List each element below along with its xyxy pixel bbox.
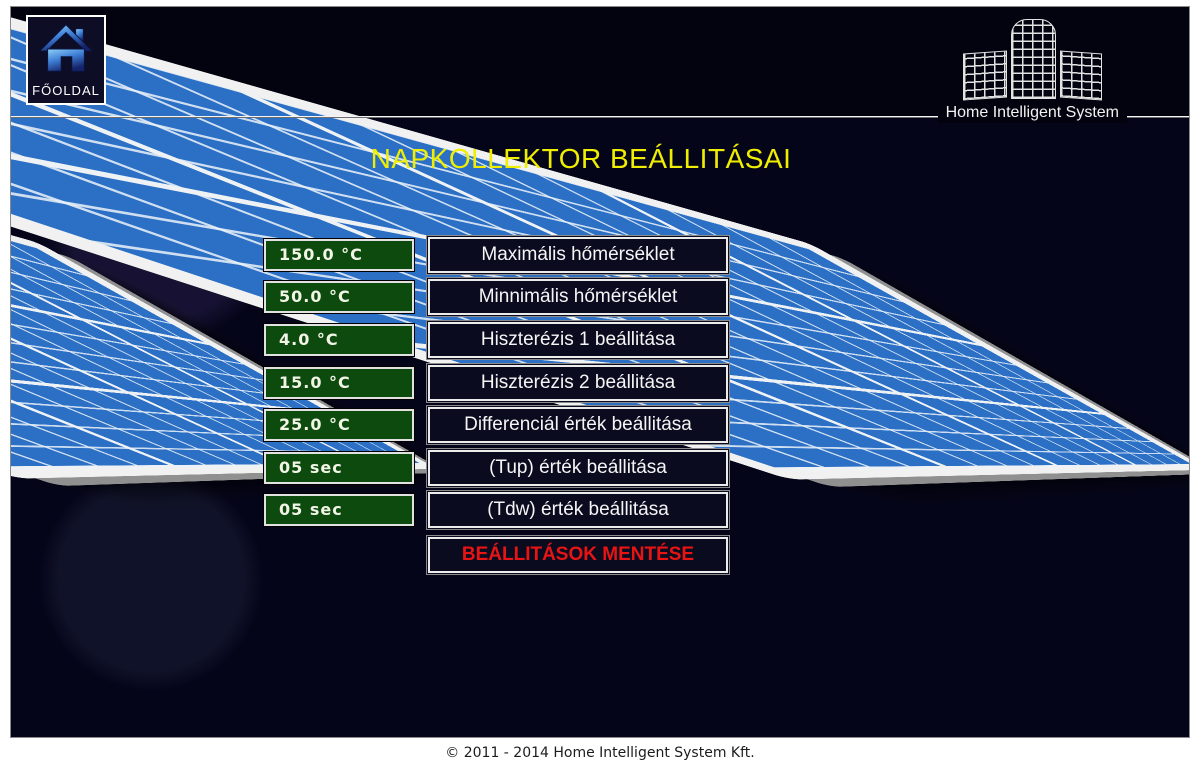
differential-value-field[interactable]: 25.0 °C — [264, 409, 414, 441]
tup-setting-button[interactable]: (Tup) érték beállitása — [428, 450, 728, 486]
hysteresis-1-value-field[interactable]: 4.0 °C — [264, 324, 414, 356]
hysteresis-2-setting-button[interactable]: Hiszterézis 2 beállitása — [428, 365, 728, 401]
tdw-value-field[interactable]: 05 sec — [264, 494, 414, 526]
brand-name: Home Intelligent System — [937, 103, 1127, 123]
max-temperature-setting-button[interactable]: Maximális hőmérséklet — [428, 237, 728, 273]
tup-value-field[interactable]: 05 sec — [264, 452, 414, 484]
setting-row: 05 sec (Tdw) érték beállitása — [264, 492, 728, 528]
home-icon — [39, 24, 93, 72]
min-temperature-setting-button[interactable]: Minnimális hőmérséklet — [428, 279, 728, 315]
header-divider — [11, 116, 1189, 118]
brand-logo: Home Intelligent System — [937, 17, 1127, 123]
hysteresis-1-setting-button[interactable]: Hiszterézis 1 beállitása — [428, 322, 728, 358]
min-temperature-value-field[interactable]: 50.0 °C — [264, 281, 414, 313]
building-left-icon — [962, 50, 1007, 101]
setting-row: 05 sec (Tup) érték beállitása — [264, 450, 728, 486]
save-settings-button[interactable]: BEÁLLITÁSOK MENTÉSE — [428, 537, 728, 573]
max-temperature-value-field[interactable]: 150.0 °C — [264, 239, 414, 271]
setting-row: 25.0 °C Differenciál érték beállitása — [264, 407, 728, 443]
tdw-setting-button[interactable]: (Tdw) érték beállitása — [428, 492, 728, 528]
differential-setting-button[interactable]: Differenciál érték beállitása — [428, 407, 728, 443]
setting-row: 50.0 °C Minnimális hőmérséklet — [264, 279, 728, 315]
hysteresis-2-value-field[interactable]: 15.0 °C — [264, 367, 414, 399]
setting-row: 4.0 °C Hiszterézis 1 beállitása — [264, 322, 728, 358]
home-button-label: FŐOLDAL — [32, 83, 100, 98]
napkollektor-settings-screen: FŐOLDAL Home Intelligent System NAPKOLLE… — [10, 6, 1190, 738]
building-right-icon — [1059, 50, 1102, 101]
page-title: NAPKOLLEKTOR BEÁLLITÁSAI — [370, 143, 792, 174]
buildings-icon — [938, 17, 1127, 101]
setting-row: 150.0 °C Maximális hőmérséklet — [264, 237, 728, 273]
home-button[interactable]: FŐOLDAL — [26, 15, 106, 105]
building-center-icon — [1010, 19, 1056, 99]
copyright-text: © 2011 - 2014 Home Intelligent System Kf… — [445, 745, 755, 761]
setting-row: 15.0 °C Hiszterézis 2 beállitása — [264, 365, 728, 401]
